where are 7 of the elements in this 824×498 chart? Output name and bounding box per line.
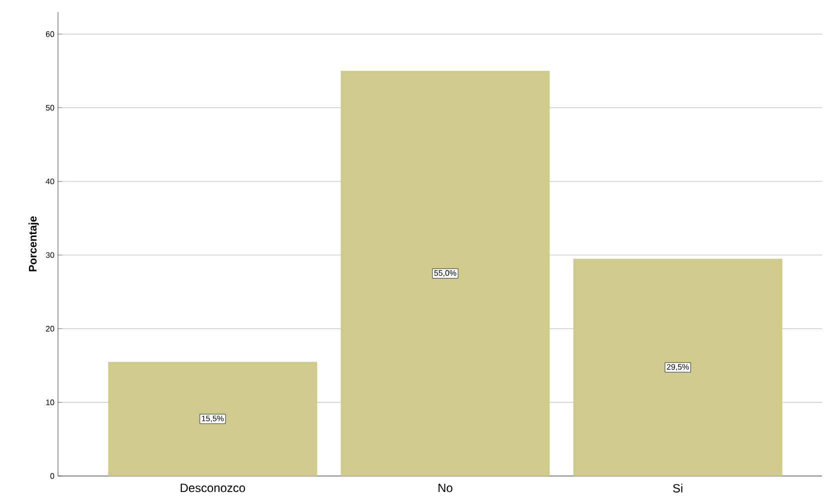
- bar: [340, 70, 550, 476]
- x-tick-label: Desconozco: [180, 484, 246, 492]
- bar: [108, 362, 318, 476]
- y-axis-title: Porcentaje: [28, 216, 39, 272]
- x-tick-label: Si: [673, 484, 682, 493]
- bar: [573, 258, 782, 476]
- x-tick-label: No: [438, 484, 452, 492]
